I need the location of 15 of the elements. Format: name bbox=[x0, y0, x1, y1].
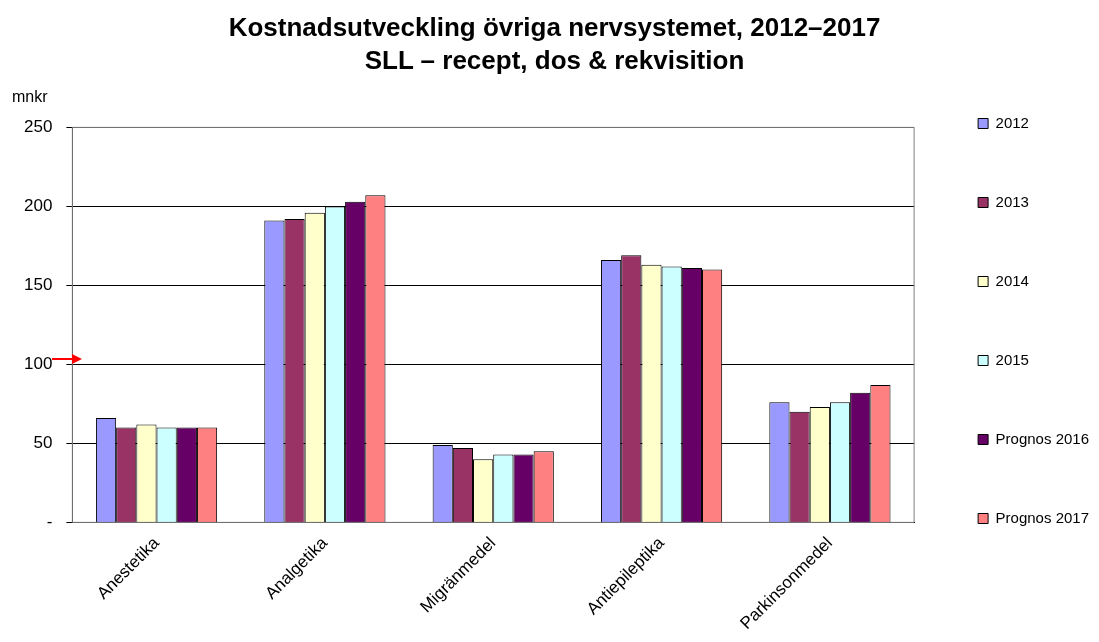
legend-label: Prognos 2017 bbox=[995, 508, 1089, 526]
legend-label: 2012 bbox=[995, 113, 1029, 131]
chart-subtitle: SLL – recept, dos & rekvisition bbox=[364, 44, 745, 75]
y-tick-label: 200 bbox=[23, 196, 53, 216]
legend-label: Prognos 2016 bbox=[995, 429, 1089, 447]
y-axis-title: mnkr bbox=[12, 87, 49, 105]
y-tick-label: 50 bbox=[33, 433, 53, 453]
legend-label: 2013 bbox=[995, 192, 1029, 210]
legend-label: 2014 bbox=[995, 271, 1029, 289]
y-tick-label: 150 bbox=[23, 275, 53, 295]
chart-title: Kostnadsutveckling övriga nervsystemet, 2012–2017 bbox=[228, 11, 881, 42]
y-tick-label: 100 bbox=[23, 354, 53, 374]
y-tick-label: 250 bbox=[23, 117, 53, 137]
legend-label: 2015 bbox=[995, 350, 1029, 368]
y-tick-label: - bbox=[46, 512, 53, 532]
